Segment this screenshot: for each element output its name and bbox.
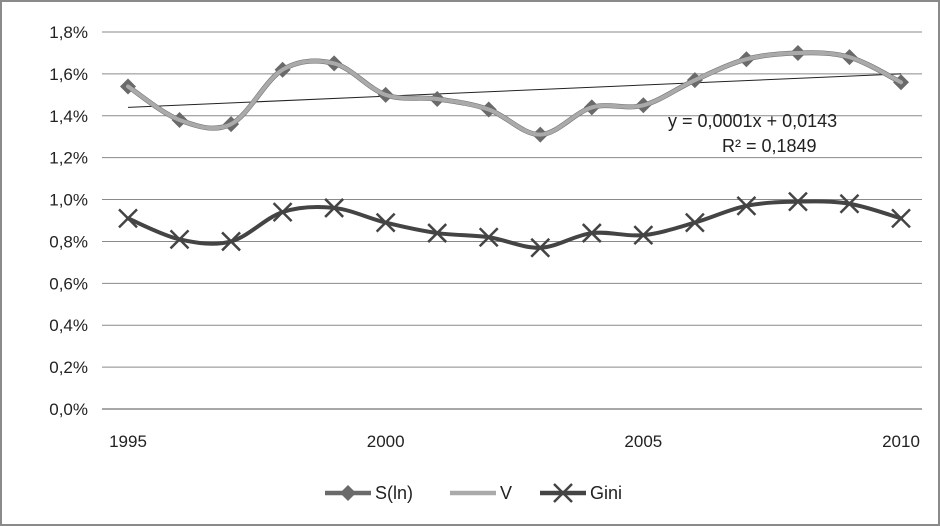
- legend-item: Gini: [540, 483, 622, 503]
- y-axis-ticks: 0,0% 0,2% 0,4% 0,6% 0,8% 1,0% 1,2% 1,4% 1,6% 1,8%: [49, 23, 88, 419]
- y-tick-label: 1,4%: [49, 107, 88, 126]
- data-point: [324, 198, 345, 218]
- data-point: [581, 223, 602, 243]
- y-tick-label: 0,0%: [49, 400, 88, 419]
- legend-marker: [553, 483, 573, 503]
- legend: S(ln) V Gini: [325, 483, 622, 503]
- x-axis-ticks: 1995 2000 2005 2010: [109, 432, 920, 451]
- data-point: [221, 231, 241, 252]
- data-point: [530, 237, 551, 258]
- data-point: [839, 193, 860, 214]
- y-tick-label: 0,8%: [49, 232, 88, 251]
- data-point: [736, 195, 757, 216]
- trendline-equation: y = 0,0001x + 0,0143: [668, 111, 837, 131]
- trendline-r-squared: R² = 0,1849: [722, 136, 817, 156]
- data-point: [684, 212, 705, 233]
- trendline: [127, 73, 902, 108]
- y-tick-label: 1,6%: [49, 65, 88, 84]
- x-tick-label: 2010: [882, 432, 920, 451]
- legend-item: V: [450, 483, 512, 503]
- legend-label: V: [500, 483, 512, 503]
- data-point: [891, 208, 911, 229]
- legend-label: Gini: [590, 483, 622, 503]
- data-point: [788, 191, 808, 212]
- x-tick-label: 2000: [367, 432, 405, 451]
- data-point: [375, 212, 396, 233]
- y-tick-label: 1,2%: [49, 149, 88, 168]
- y-tick-label: 0,6%: [49, 274, 88, 293]
- series-line-overlay: [127, 51, 902, 137]
- gridlines: [102, 31, 922, 368]
- legend-item: S(ln): [325, 483, 413, 503]
- legend-label: S(ln): [375, 483, 413, 503]
- data-point: [169, 229, 190, 250]
- x-tick-label: 2005: [624, 432, 662, 451]
- series: [118, 44, 911, 258]
- y-tick-label: 0,4%: [49, 316, 88, 335]
- data-point: [272, 202, 293, 223]
- data-point: [633, 225, 654, 246]
- legend-marker: [340, 485, 356, 501]
- x-tick-label: 1995: [109, 432, 147, 451]
- y-tick-label: 1,8%: [49, 23, 88, 42]
- y-tick-label: 1,0%: [49, 191, 88, 210]
- series-gini: [118, 191, 911, 258]
- data-point: [118, 208, 138, 229]
- data-point: [427, 223, 448, 243]
- data-point: [478, 227, 499, 248]
- y-tick-label: 0,2%: [49, 358, 88, 377]
- series-line: [126, 199, 903, 250]
